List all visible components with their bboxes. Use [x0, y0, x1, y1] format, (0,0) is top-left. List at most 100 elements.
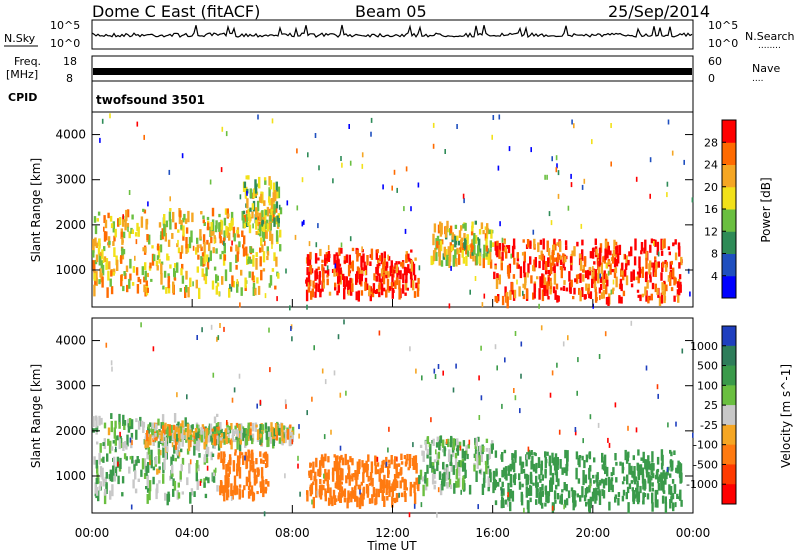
heatmap-cell	[184, 218, 188, 224]
heatmap-cell	[458, 253, 461, 265]
heatmap-cell	[230, 483, 233, 495]
heatmap-cell	[404, 292, 407, 296]
heatmap-cell	[566, 457, 569, 467]
heatmap-cell	[388, 463, 391, 469]
heatmap-cell	[322, 479, 326, 484]
heatmap-cell	[262, 223, 266, 232]
heatmap-cell	[282, 434, 285, 444]
heatmap-cell	[581, 486, 584, 498]
heatmap-cell	[196, 460, 199, 469]
heatmap-cell	[143, 472, 147, 479]
heatmap-cell	[297, 455, 299, 461]
heatmap-cell	[642, 492, 645, 505]
heatmap-cell	[583, 256, 587, 267]
heatmap-cell	[130, 227, 133, 234]
heatmap-cell	[109, 469, 112, 482]
heatmap-cell	[395, 466, 398, 475]
heatmap-cell	[181, 491, 184, 495]
heatmap-cell	[602, 256, 605, 263]
heatmap-cell	[452, 387, 455, 393]
heatmap-cell	[598, 482, 602, 486]
heatmap-cell	[258, 428, 261, 433]
heatmap-cell	[475, 437, 478, 447]
heatmap-cell	[259, 224, 262, 232]
freq-tick-top: 18	[63, 55, 77, 68]
heatmap-cell	[185, 237, 188, 249]
heatmap-cell	[409, 268, 412, 274]
heatmap-cell	[666, 469, 669, 476]
heatmap-cell	[521, 461, 524, 465]
heatmap-cell	[478, 455, 481, 466]
heatmap-cell	[243, 235, 246, 245]
heatmap-cell	[249, 429, 252, 439]
heatmap-cell	[185, 439, 188, 443]
heatmap-cell	[514, 473, 517, 479]
heatmap-cell	[618, 244, 622, 255]
heatmap-cell	[196, 424, 199, 429]
heatmap-cell	[232, 435, 234, 441]
heatmap-cell	[611, 484, 614, 493]
heatmap-cell	[284, 431, 287, 444]
heatmap-cell	[212, 247, 215, 254]
heatmap-cell	[478, 375, 480, 381]
heatmap-cell	[418, 475, 421, 485]
heatmap-cell	[635, 427, 638, 433]
heatmap-cell	[472, 237, 476, 247]
heatmap-cell	[614, 241, 618, 245]
colorbar-swatch	[722, 142, 736, 165]
colorbar-tick-label: -25	[700, 419, 718, 432]
heatmap-cell	[347, 290, 350, 296]
heatmap-cell	[179, 426, 182, 434]
heatmap-cell	[445, 249, 448, 260]
heatmap-cell	[188, 463, 191, 474]
heatmap-cell	[436, 457, 440, 466]
heatmap-cell	[637, 294, 640, 298]
heatmap-cell	[552, 257, 555, 266]
heatmap-cell	[589, 414, 592, 420]
heatmap-cell	[562, 341, 565, 347]
heatmap-cell	[223, 254, 227, 261]
heatmap-cell	[161, 414, 165, 423]
heatmap-cell	[584, 488, 588, 498]
heatmap-cell	[439, 240, 443, 252]
heatmap-cell	[184, 427, 188, 433]
heatmap-cell	[389, 271, 392, 277]
heatmap-cell	[127, 418, 130, 428]
heatmap-cell	[289, 305, 291, 311]
heatmap-cell	[170, 456, 173, 466]
heatmap-cell	[403, 266, 407, 276]
heatmap-cell	[578, 287, 581, 295]
heatmap-cell	[395, 277, 399, 286]
heatmap-cell	[612, 287, 615, 291]
heatmap-cell	[240, 287, 243, 296]
heatmap-cell	[561, 489, 564, 493]
heatmap-cell	[115, 446, 117, 452]
heatmap-cell	[211, 428, 214, 432]
heatmap-cell	[92, 416, 95, 428]
heatmap-cell	[611, 269, 614, 273]
heatmap-cell	[596, 482, 599, 487]
heatmap-cell	[660, 449, 664, 461]
heatmap-cell	[446, 220, 449, 229]
heatmap-cell	[356, 496, 359, 508]
heatmap-cell	[347, 264, 351, 277]
heatmap-cell	[512, 453, 516, 459]
heatmap-cell	[335, 481, 338, 489]
heatmap-cell	[650, 470, 653, 476]
heatmap-cell	[487, 476, 490, 487]
heatmap-cell	[448, 478, 452, 488]
heatmap-cell	[413, 462, 416, 470]
heatmap-cell	[370, 290, 373, 294]
heatmap-cell	[149, 434, 152, 446]
heatmap-cell	[110, 223, 114, 229]
heatmap-cell	[607, 270, 610, 276]
heatmap-cell	[354, 490, 357, 502]
heatmap-cell	[223, 240, 225, 246]
heatmap-cell	[236, 429, 240, 438]
heatmap-cell	[547, 296, 550, 300]
heatmap-cell	[211, 280, 215, 290]
heatmap-cell	[522, 468, 526, 474]
heatmap-cell	[214, 225, 218, 233]
heatmap-cell	[673, 295, 676, 302]
heatmap-cell	[99, 443, 102, 453]
